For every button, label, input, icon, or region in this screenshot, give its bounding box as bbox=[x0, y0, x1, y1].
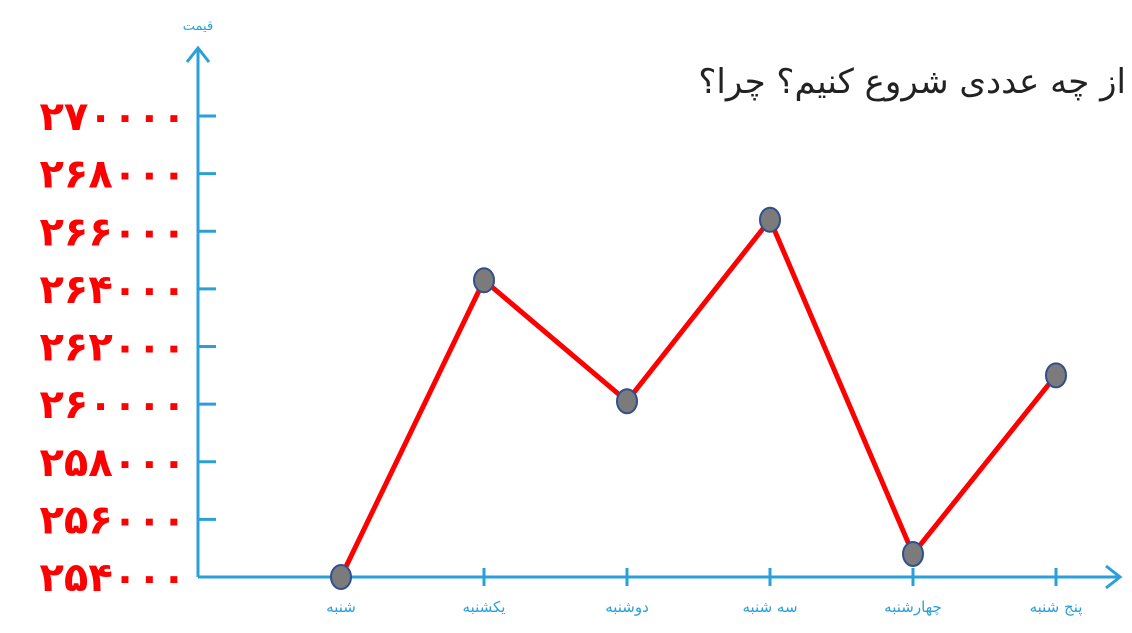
x-tick-label: یکشنبه bbox=[463, 598, 506, 616]
y-axis-title: قیمت bbox=[183, 19, 213, 34]
x-axis-arrow bbox=[1105, 564, 1123, 590]
y-tick-label: ۲۶۲۰۰۰ bbox=[40, 325, 186, 371]
x-tick-label: پنج شنبه bbox=[1030, 598, 1083, 617]
data-point bbox=[330, 564, 352, 590]
x-axis-ticks: شنبه یکشنبه دوشنبه سه شنبه چهارشنبه پنج شنبه bbox=[326, 568, 1082, 617]
data-point bbox=[473, 267, 495, 294]
y-tick-label: ۲۶۸۰۰۰ bbox=[40, 152, 186, 198]
y-tick-label: ۲۵۴۰۰۰ bbox=[40, 555, 186, 601]
series-polyline bbox=[338, 217, 1058, 579]
data-point bbox=[616, 388, 638, 415]
y-tick-label: ۲۵۶۰۰۰ bbox=[40, 497, 186, 543]
y-tick-label: ۲۶۴۰۰۰ bbox=[40, 267, 186, 313]
data-point bbox=[759, 206, 781, 233]
x-tick-label: دوشنبه bbox=[605, 598, 649, 616]
y-tick-label: ۲۶۶۰۰۰ bbox=[40, 209, 186, 255]
y-tick-label: ۲۷۰۰۰۰ bbox=[40, 94, 186, 140]
x-tick-label: سه شنبه bbox=[742, 598, 797, 616]
axes: قیمت bbox=[183, 19, 1123, 590]
data-point bbox=[1045, 362, 1067, 389]
series-line bbox=[338, 217, 1058, 579]
data-points bbox=[330, 206, 1067, 590]
y-tick-label: ۲۶۰۰۰۰ bbox=[40, 382, 186, 428]
y-axis-arrow bbox=[185, 45, 211, 63]
x-tick-label: چهارشنبه bbox=[884, 598, 942, 616]
x-tick-label: شنبه bbox=[326, 598, 356, 616]
y-tick-label: ۲۵۸۰۰۰ bbox=[40, 440, 186, 486]
y-axis-ticks: ۲۵۴۰۰۰ ۲۵۶۰۰۰ ۲۵۸۰۰۰ ۲۶۰۰۰۰ ۲۶۲۰۰۰ ۲۶۴۰۰۰ ۲۶۶۰… bbox=[40, 94, 216, 601]
data-point bbox=[902, 540, 924, 567]
question-text: از چه عددی شروع کنیم؟ چرا؟ bbox=[698, 62, 1126, 102]
